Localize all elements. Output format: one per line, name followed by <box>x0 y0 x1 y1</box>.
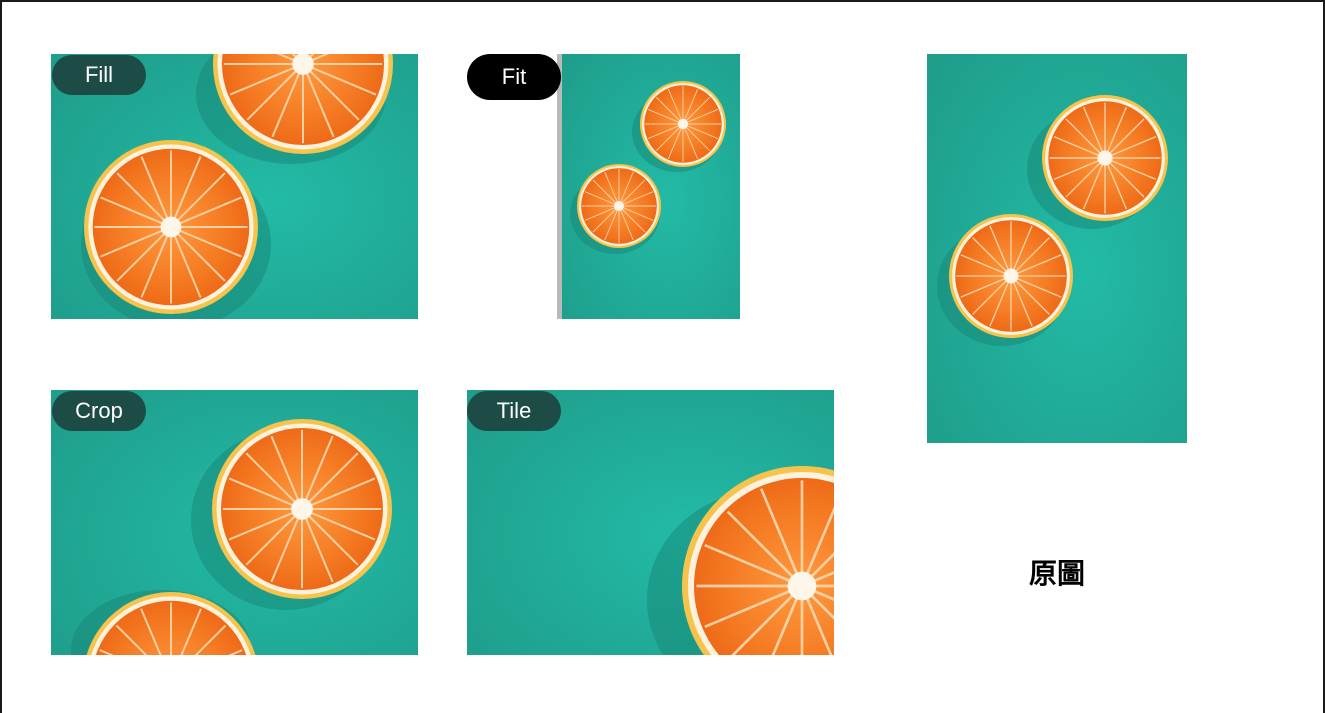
fill-badge: Fill <box>52 55 146 95</box>
tile-badge: Tile <box>467 391 561 431</box>
fill-image <box>51 54 418 319</box>
crop-badge: Crop <box>52 391 146 431</box>
tile-label: Tile <box>496 398 532 423</box>
fill-label: Fill <box>84 62 114 87</box>
crop-label: Crop <box>75 398 123 423</box>
original-caption: 原圖 <box>1028 557 1085 590</box>
fit-badge: Fit <box>467 54 561 100</box>
fit-preview <box>557 54 740 319</box>
fit-label: Fit <box>501 64 527 89</box>
crop-preview <box>51 390 418 655</box>
original-image <box>927 54 1187 443</box>
tile-preview <box>467 390 834 655</box>
tile-image <box>467 390 834 655</box>
fit-image <box>557 54 740 319</box>
original-preview <box>927 54 1187 443</box>
fill-preview <box>51 54 418 319</box>
crop-image <box>51 390 418 655</box>
